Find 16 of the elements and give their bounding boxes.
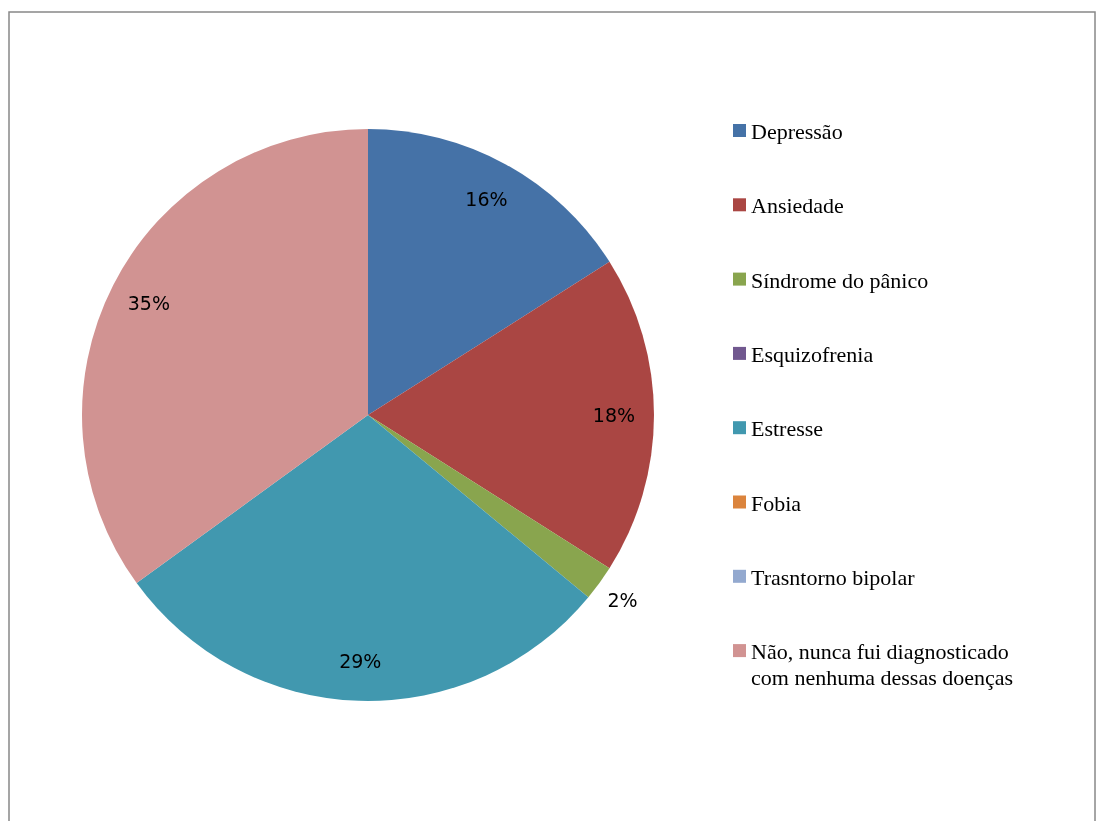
data-label: 2% [607, 588, 638, 611]
legend-label: Ansiedade [751, 192, 844, 218]
legend-label: Trasntorno bipolar [751, 564, 916, 590]
legend-label: Síndrome do pânico [751, 267, 929, 293]
legend-label: Fobia [751, 490, 802, 515]
legend-label: Depressão [751, 118, 843, 144]
data-label: 29% [339, 649, 382, 672]
data-label: 35% [127, 292, 170, 315]
legend-label: Esquizofrenia [751, 341, 874, 367]
pie-slice [136, 415, 589, 701]
pie-slice [82, 129, 368, 584]
data-label: 16% [465, 188, 508, 211]
pie-slice [368, 261, 654, 569]
legend-label: Não, nunca fui diagnosticado com nenhuma dessas doenças [751, 638, 1014, 690]
legend-label: Estresse [751, 415, 824, 441]
data-label: 18% [592, 404, 636, 426]
